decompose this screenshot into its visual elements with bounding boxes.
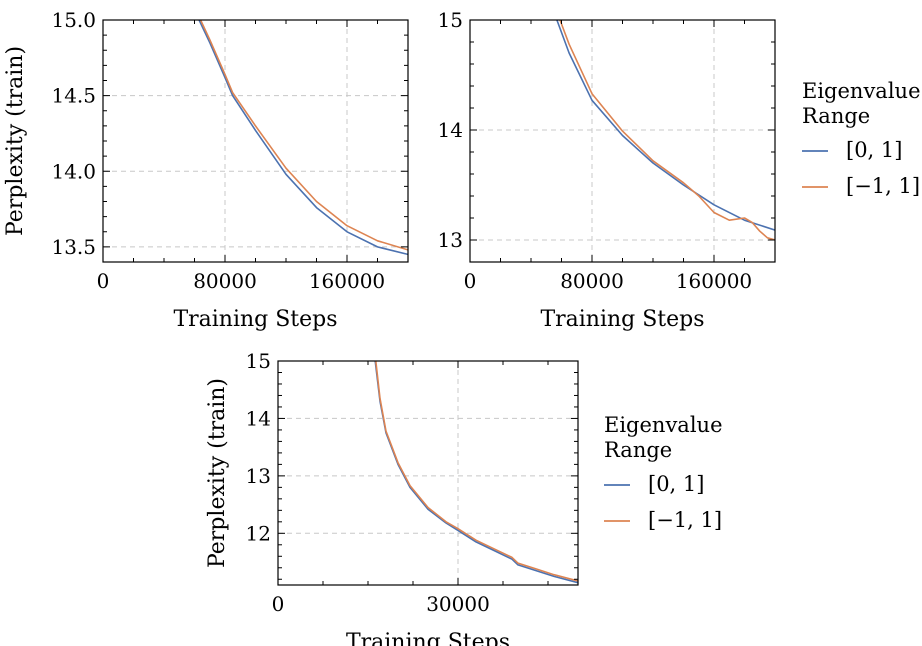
y-tick-label: 15.0 xyxy=(51,8,96,32)
x-axis-label: Training Steps xyxy=(346,630,510,646)
y-tick-label: 15 xyxy=(246,349,271,373)
legend-title: Range xyxy=(604,438,672,462)
x-tick-label: 80000 xyxy=(560,269,624,293)
plot-frame xyxy=(469,19,776,263)
legend-entry: [−1, 1] xyxy=(648,508,722,532)
y-tick-label: 12 xyxy=(246,521,271,545)
y-tick-label: 14.0 xyxy=(51,159,96,183)
x-axis-label: Training Steps xyxy=(540,307,704,332)
series-line-range-neg1-1 xyxy=(559,20,775,241)
legend-entry: [−1, 1] xyxy=(846,174,920,198)
series-line-range-0-1 xyxy=(198,20,408,256)
series-line-range-neg1-1 xyxy=(375,361,578,582)
legend-title: Range xyxy=(802,104,870,128)
y-tick-label: 15 xyxy=(438,8,463,32)
y-tick-label: 13 xyxy=(438,228,463,252)
legend-entry: [0, 1] xyxy=(648,472,704,496)
x-axis-label: Training Steps xyxy=(173,307,337,332)
series-line-range-0-1 xyxy=(556,20,775,231)
chart-panel-1: 0 80000 160000 13.5 14.0 14.5 15.0 Training Ste… xyxy=(3,8,409,332)
y-axis-label: Perplexity (train) xyxy=(3,46,28,236)
x-tick-label: 30000 xyxy=(426,592,490,616)
x-tick-label: 80000 xyxy=(193,269,257,293)
y-tick-label: 14 xyxy=(438,118,463,142)
x-tick-label: 160000 xyxy=(676,269,752,293)
plot-frame xyxy=(102,19,409,263)
x-tick-label: 0 xyxy=(97,269,110,293)
y-tick-label: 13 xyxy=(246,464,271,488)
x-tick-label: 0 xyxy=(272,592,285,616)
series-line-range-0-1 xyxy=(374,361,578,584)
y-tick-label: 14 xyxy=(246,406,271,430)
y-axis-label: Perplexity (train) xyxy=(205,378,230,568)
y-tick-label: 13.5 xyxy=(51,235,96,259)
plot-frame xyxy=(277,360,579,586)
chart-panel-3: 0 30000 12 13 14 15 Training Steps Perplexity (… xyxy=(205,349,579,646)
legend-entry: [0, 1] xyxy=(846,138,902,162)
legend-title: Eigenvalue xyxy=(802,79,921,103)
x-tick-label: 0 xyxy=(464,269,477,293)
y-tick-label: 14.5 xyxy=(51,84,96,108)
chart-panel-2: 0 80000 160000 13 14 15 Training Steps xyxy=(438,8,776,332)
series-line-range-neg1-1 xyxy=(199,20,408,251)
legend-title: Eigenvalue xyxy=(604,413,723,437)
x-tick-label: 160000 xyxy=(309,269,385,293)
